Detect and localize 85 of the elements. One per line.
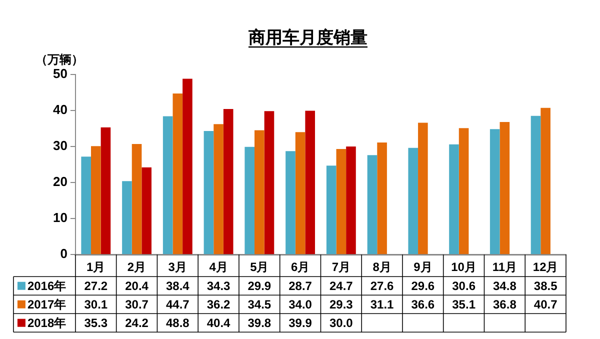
- y-tick-label: 0: [60, 246, 68, 262]
- bar: [490, 129, 500, 254]
- x-tick-label: 11月: [492, 260, 518, 274]
- x-tick-label: 8月: [372, 260, 392, 274]
- data-label: 24.7: [329, 279, 354, 294]
- data-label: 34.0: [288, 298, 312, 312]
- data-label: 30.0: [329, 316, 354, 330]
- data-label: 20.4: [125, 279, 149, 294]
- bar: [449, 144, 459, 254]
- legend-label: 2016年: [27, 279, 66, 294]
- bar: [162, 116, 173, 254]
- data-label: 27.6: [370, 279, 394, 294]
- x-tick-label: 4月: [209, 260, 228, 274]
- data-label: 34.8: [493, 279, 517, 294]
- y-tick-label: 20: [52, 174, 68, 190]
- y-tick-label: 10: [52, 210, 68, 226]
- bar: [530, 116, 541, 254]
- data-label: 30.7: [125, 298, 149, 312]
- bar: [367, 155, 378, 254]
- data-label: 28.7: [288, 279, 312, 294]
- x-tick-label: 9月: [414, 260, 432, 274]
- bar: [336, 149, 346, 254]
- data-label: 27.2: [84, 279, 108, 294]
- data-label: 35.1: [452, 298, 476, 312]
- bar: [122, 181, 132, 254]
- data-label: 36.2: [206, 298, 231, 312]
- bar: [244, 146, 255, 254]
- legend-label: 2018年: [27, 316, 66, 330]
- data-label: 34.3: [206, 279, 231, 294]
- x-tick-label: 10月: [451, 260, 476, 274]
- data-label: 38.4: [166, 279, 190, 294]
- data-label: 35.3: [84, 316, 108, 330]
- bar: [142, 167, 152, 254]
- bar: [100, 127, 111, 254]
- bar: [90, 146, 101, 254]
- bar: [204, 130, 214, 254]
- bar: [540, 108, 550, 254]
- bar: [254, 130, 264, 254]
- bar: [458, 128, 469, 254]
- data-label: 34.5: [248, 298, 272, 312]
- data-label: 36.6: [411, 298, 435, 312]
- data-label: 39.8: [248, 316, 272, 330]
- data-label: 39.9: [288, 316, 312, 330]
- y-tick-label: 50: [52, 66, 68, 81]
- legend-label: 2017年: [27, 298, 66, 312]
- bar: [500, 122, 510, 254]
- data-label: 36.8: [493, 298, 517, 312]
- data-label: 44.7: [166, 298, 190, 312]
- bar: [346, 146, 356, 254]
- bar: [295, 132, 306, 254]
- x-tick-label: 12月: [532, 260, 558, 274]
- data-label: 31.1: [370, 298, 394, 312]
- data-label: 38.5: [534, 279, 558, 294]
- bar: [223, 109, 234, 254]
- bar: [81, 156, 91, 254]
- data-label: 24.2: [125, 316, 149, 330]
- bar: [132, 144, 142, 254]
- bar: [408, 148, 418, 254]
- data-label: 29.9: [248, 279, 272, 294]
- x-tick-label: 1月: [86, 260, 106, 274]
- data-label: 30.1: [84, 298, 108, 312]
- data-label: 29.3: [329, 298, 354, 312]
- x-tick-label: 3月: [168, 260, 187, 274]
- bar: [182, 78, 192, 254]
- bar: [286, 151, 296, 254]
- bar: [326, 166, 336, 254]
- x-tick-label: 2月: [127, 260, 146, 274]
- bar: [172, 94, 183, 254]
- bar: [305, 110, 316, 254]
- chart-title: 商用车月度销量: [248, 28, 368, 47]
- data-label: 40.7: [534, 298, 558, 312]
- data-label: 29.6: [411, 279, 435, 294]
- bar: [418, 122, 428, 254]
- bar: [214, 124, 224, 254]
- data-label: 48.8: [166, 316, 190, 330]
- x-tick-label: 5月: [250, 260, 269, 274]
- bar: [264, 111, 274, 254]
- y-tick-label: 40: [52, 102, 68, 118]
- y-axis-title: （万辆）: [35, 52, 84, 67]
- data-label: 30.6: [452, 279, 476, 294]
- x-tick-label: 7月: [332, 260, 351, 274]
- data-label: 40.4: [206, 316, 231, 330]
- x-tick-label: 6月: [290, 260, 310, 274]
- bar: [377, 142, 387, 254]
- y-tick-label: 30: [52, 138, 68, 154]
